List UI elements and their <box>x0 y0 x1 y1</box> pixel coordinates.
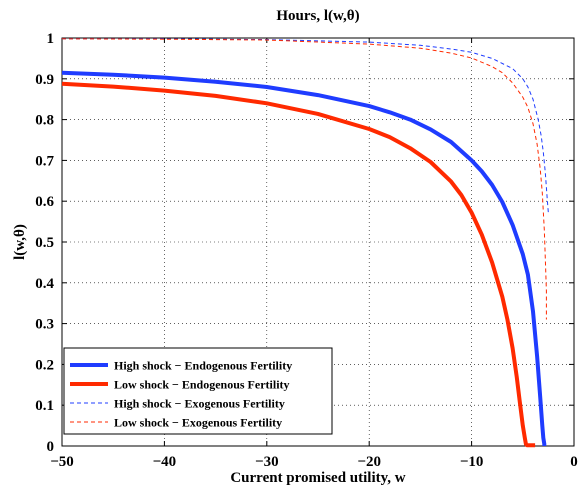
legend-label-1: High shock − Endogenous Fertility <box>114 359 292 373</box>
axis-ticks: −50 −40 −30 −20 −10 0 0 0.1 0.2 0.3 0.4 0.5 0.6 0.7 0.… <box>35 31 578 470</box>
legend-label-3: High shock − Exogenous Fertility <box>114 397 285 411</box>
y-tick-label: 0.2 <box>35 357 54 373</box>
y-tick-label: 1 <box>47 31 55 47</box>
legend-box <box>63 347 333 435</box>
y-tick-label: 0.7 <box>35 153 54 169</box>
series-line-1 <box>61 70 547 446</box>
x-tick-label: −20 <box>357 454 381 470</box>
x-tick-label: −50 <box>50 454 74 470</box>
legend: High shock − Endogenous Fertility Low sho… <box>63 347 333 435</box>
series-line-3 <box>62 38 549 214</box>
legend-label-4: Low shock − Exogenous Fertility <box>114 416 282 430</box>
y-tick-label: 0.6 <box>35 194 54 210</box>
y-tick-label: 0 <box>47 439 55 455</box>
y-tick-label: 0.5 <box>35 235 54 251</box>
y-tick-label: 0.1 <box>35 398 54 414</box>
series-line-2 <box>61 81 536 448</box>
y-tick-label: 0.4 <box>35 276 54 292</box>
y-axis-label: l(w,θ) <box>12 224 28 260</box>
data-series <box>61 38 549 448</box>
series-line-4 <box>61 38 547 320</box>
legend-label-2: Low shock − Endogenous Fertility <box>114 378 290 392</box>
y-tick-label: 0.9 <box>35 72 54 88</box>
x-axis-label: Current promised utility, w <box>230 470 405 486</box>
x-tick-label: 0 <box>570 454 578 470</box>
y-tick-label: 0.8 <box>35 113 54 129</box>
chart-title: Hours, l(w,θ) <box>276 8 359 24</box>
x-tick-label: −40 <box>153 454 177 470</box>
x-tick-label: −10 <box>460 454 484 470</box>
x-tick-label: −30 <box>255 454 279 470</box>
y-tick-label: 0.3 <box>35 317 54 333</box>
